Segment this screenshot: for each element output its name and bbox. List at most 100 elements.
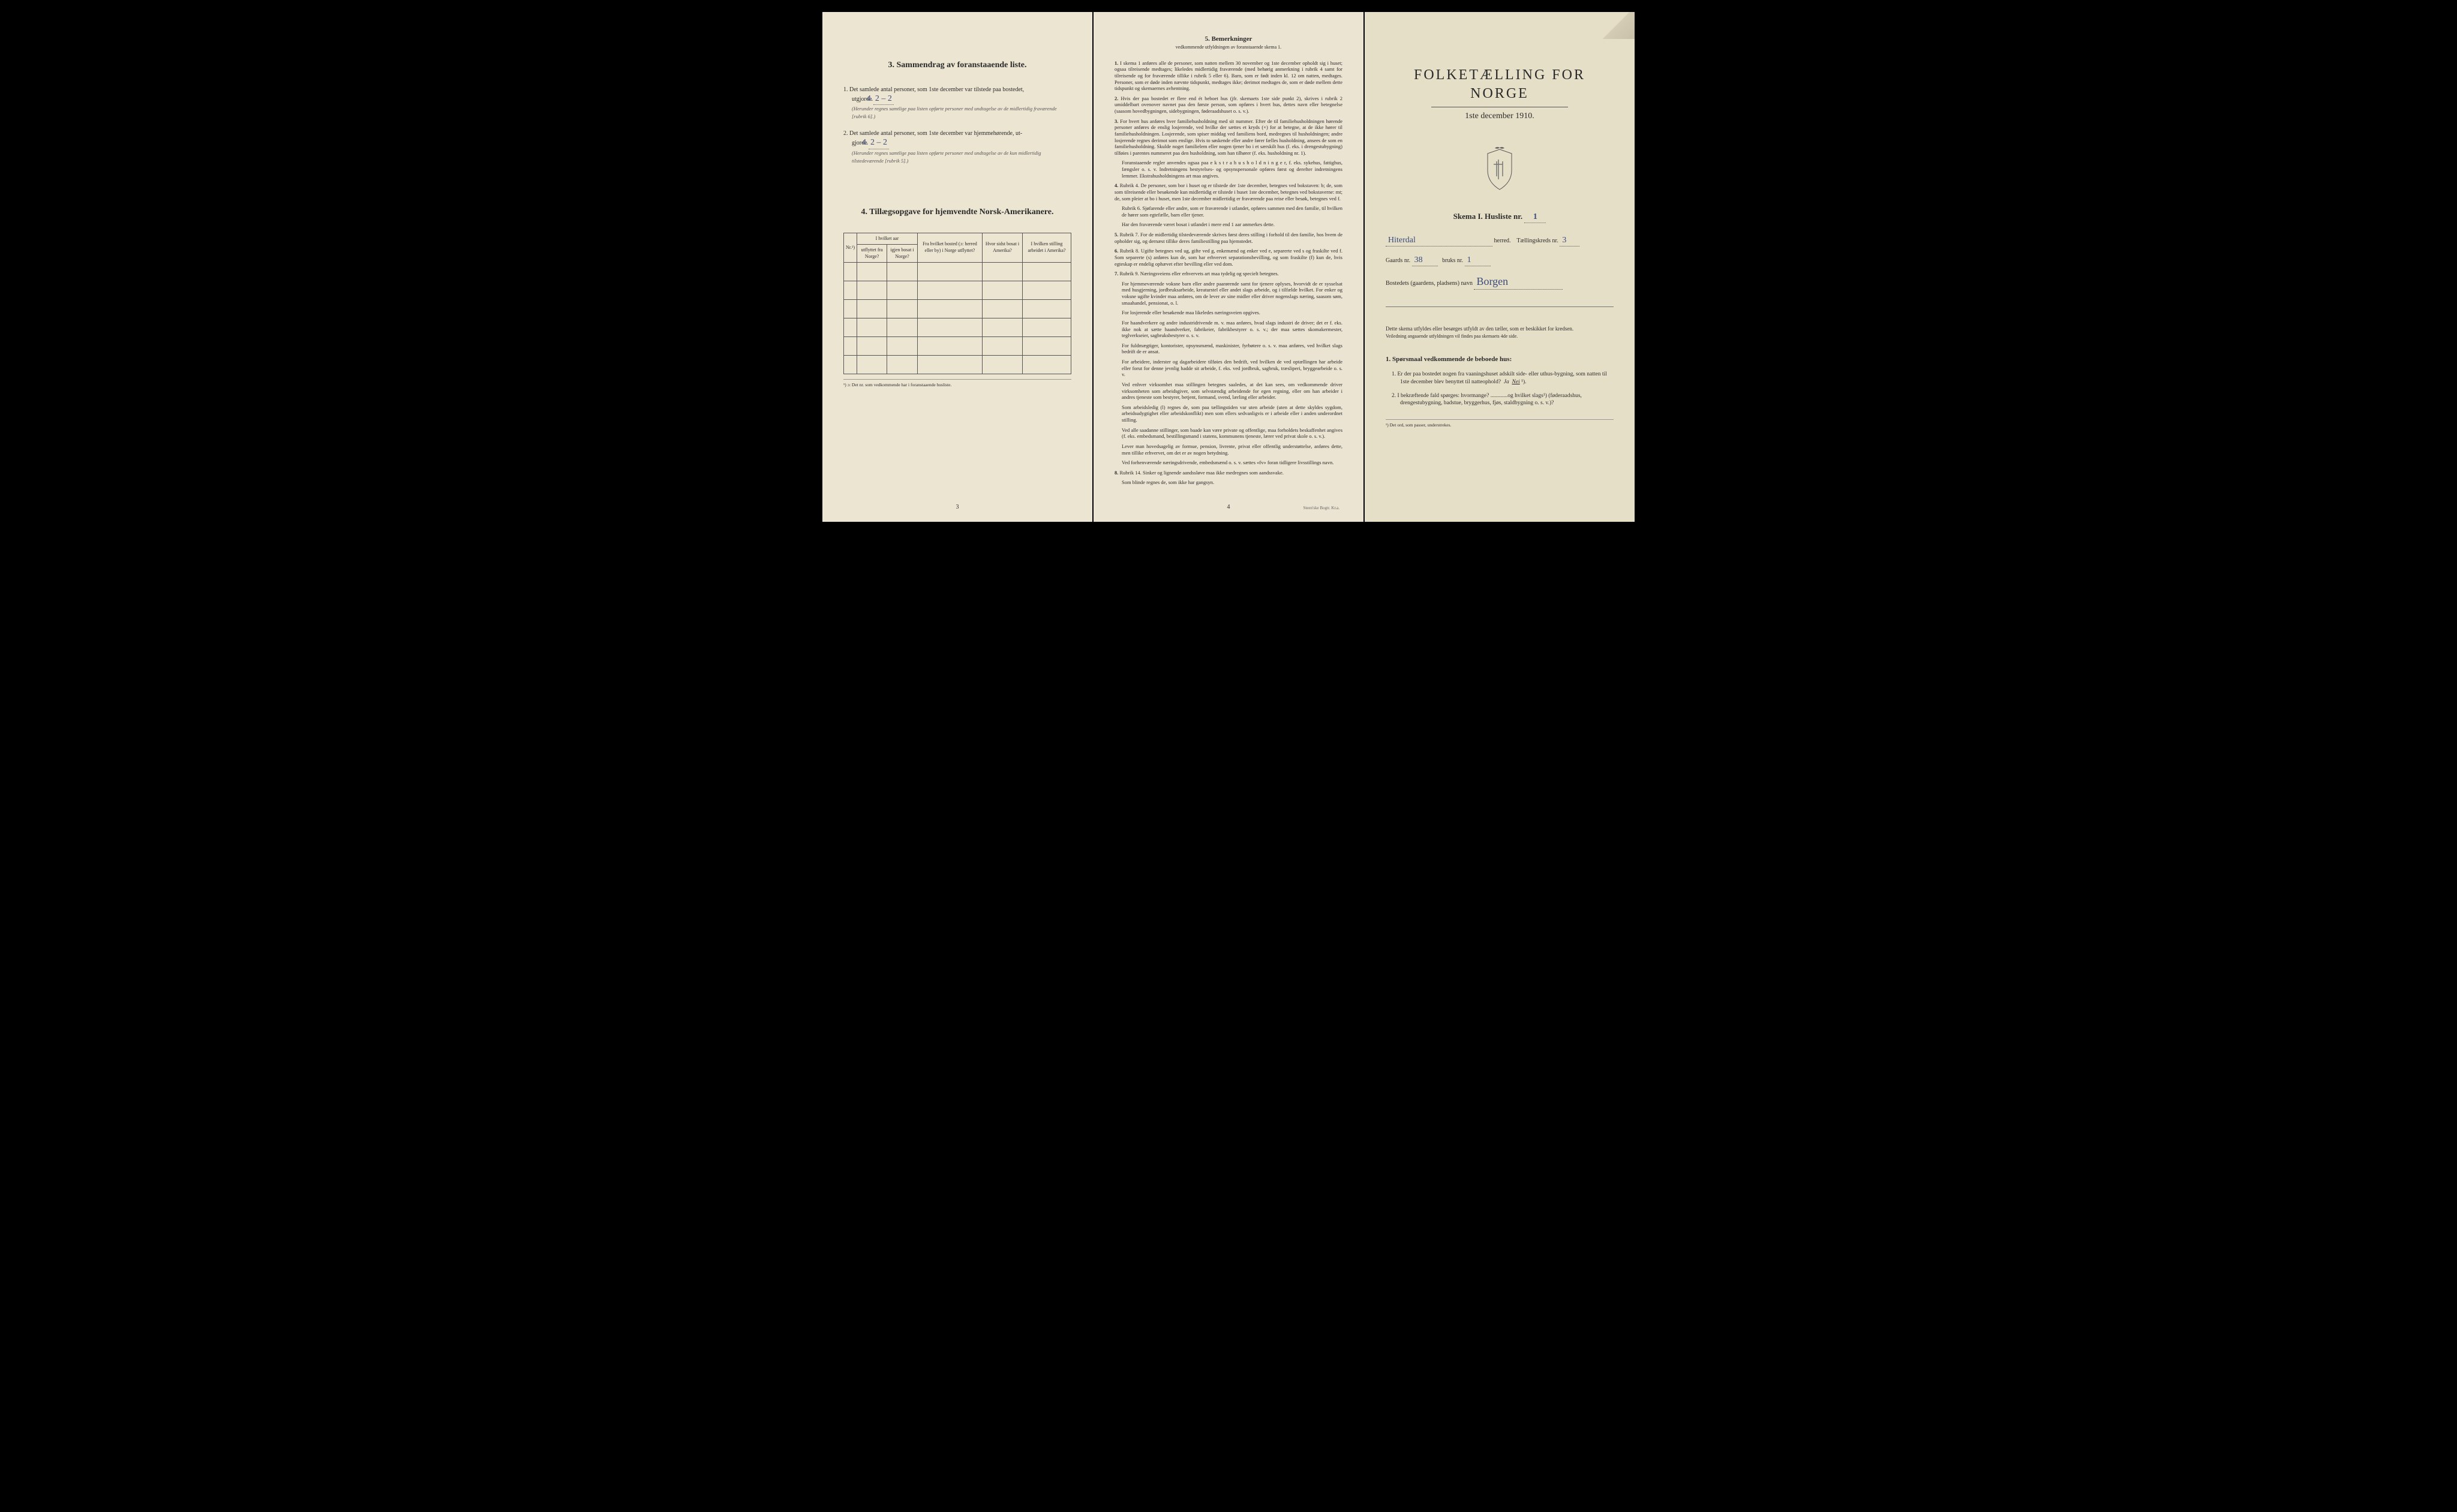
table-row	[844, 355, 1071, 374]
remark-text: Rubrik 4. De personer, som bor i huset o…	[1115, 182, 1342, 201]
col-stilling: I hvilken stilling arbeidet i Amerika?	[1023, 233, 1071, 262]
remark-number: 3.	[1115, 118, 1120, 124]
coat-of-arms	[1386, 146, 1614, 194]
col-hvor: Hvor sidst bosat i Amerika?	[983, 233, 1023, 262]
questions-header: 1. Spørsmaal vedkommende de beboede hus:	[1386, 355, 1614, 363]
remark-text: I skema 1 anføres alle de personer, som …	[1115, 60, 1342, 92]
remark-number: 7.	[1115, 270, 1120, 276]
remark-text: Har den fraværende været bosat i utlande…	[1122, 221, 1275, 227]
question-2: 2. I bekræftende fald spørges: hvormange…	[1386, 392, 1614, 408]
remark-text: Lever man hovedsagelig av formue, pensio…	[1122, 443, 1342, 456]
remark-text: For fuldmægtiger, kontorister, opsynsmæn…	[1122, 342, 1342, 355]
remark-text: Foranstaaende regler anvendes ogsaa paa …	[1122, 160, 1342, 178]
table-row	[844, 299, 1071, 318]
remark-number: 2.	[1115, 95, 1121, 101]
remark-item: For losjerende eller besøkende maa likel…	[1115, 309, 1342, 316]
remark-number: 8.	[1115, 470, 1120, 476]
page-number-3: 3	[956, 503, 959, 511]
col-nr: Nr.¹)	[844, 233, 857, 262]
skema-label: Skema I. Husliste nr.	[1453, 212, 1522, 221]
remark-text: Ved enhver virksomhet maa stillingen bet…	[1122, 381, 1342, 400]
table-row	[844, 262, 1071, 281]
item1-note: (Herunder regnes samtlige paa listen opf…	[852, 106, 1057, 119]
remark-item: 8. Rubrik 14. Sinker og lignende aandssl…	[1115, 470, 1342, 476]
remark-item: Ved forhenværende næringsdrivende, embed…	[1115, 459, 1342, 466]
printer-credit: Steen'ske Bogtr. Kr.a.	[1303, 506, 1339, 511]
remark-item: Som blinde regnes de, som ikke har gangs…	[1115, 479, 1342, 486]
remark-item: 4. Rubrik 4. De personer, som bor i huse…	[1115, 182, 1342, 202]
remark-item: Som arbeidsledig (l) regnes de, som paa …	[1115, 404, 1342, 423]
item1-text: 1. Det samlede antal personer, som 1ste …	[843, 86, 1024, 93]
remark-item: For fuldmægtiger, kontorister, opsynsmæn…	[1115, 342, 1342, 355]
remark-text: Som blinde regnes de, som ikke har gangs…	[1122, 479, 1214, 485]
remark-item: 2. Hvis der paa bostedet er flere end ét…	[1115, 95, 1342, 115]
page-3: 3. Sammendrag av foranstaaende liste. 1.…	[822, 12, 1092, 522]
item2-value: 4. 2 – 2	[869, 137, 889, 149]
remark-text: Rubrik 8. Ugifte betegnes ved ug, gifte …	[1115, 248, 1342, 266]
schema-line: Skema I. Husliste nr. 1	[1386, 212, 1614, 223]
remark-number: 1.	[1115, 60, 1120, 66]
crest-icon	[1482, 146, 1518, 191]
page-1-cover: FOLKETÆLLING FOR NORGE 1ste december 191…	[1365, 12, 1635, 522]
remark-text: For losjerende eller besøkende maa likel…	[1122, 309, 1260, 315]
question-1: 1. Er der paa bostedet nogen fra vaaning…	[1386, 371, 1614, 386]
remark-number: 6.	[1115, 248, 1120, 254]
remark-text: Rubrik 7. For de midlertidig tilstedevær…	[1115, 232, 1342, 244]
emigrant-tbody	[844, 262, 1071, 374]
gaards-line: Gaards nr. 38 bruks nr. 1	[1386, 255, 1614, 266]
document-spread: 3. Sammendrag av foranstaaende liste. 1.…	[822, 12, 1635, 522]
remark-text: Som arbeidsledig (l) regnes de, som paa …	[1122, 404, 1342, 423]
note2: Veiledning angaaende utfyldningen vil fi…	[1386, 333, 1518, 339]
bruks-nr: 1	[1465, 255, 1491, 266]
bosted-label: Bostedets (gaardens, pladsens) navn	[1386, 280, 1473, 287]
item2-note: (Herunder regnes samtlige paa listen opf…	[852, 150, 1041, 164]
bosted-value: Borgen	[1474, 275, 1563, 289]
kreds-label: Tællingskreds nr.	[1516, 238, 1558, 244]
divider	[1386, 306, 1614, 307]
section-3-title: 3. Sammendrag av foranstaaende liste.	[843, 60, 1071, 71]
cover-footnote: ¹) Det ord, som passer, understrekes.	[1386, 419, 1614, 428]
remark-item: Har den fraværende været bosat i utlande…	[1115, 221, 1342, 228]
census-title: FOLKETÆLLING FOR NORGE	[1386, 66, 1614, 103]
remark-item: For haandverkere og andre industridriven…	[1115, 320, 1342, 339]
remark-text: Rubrik 6. Sjøfarende eller andre, som er…	[1122, 205, 1342, 218]
col-utflyttet: utflyttet fra Norge?	[857, 245, 887, 263]
census-date: 1ste december 1910.	[1386, 111, 1614, 122]
item2-text: 2. Det samlede antal personer, som 1ste …	[843, 130, 1022, 137]
husliste-nr: 1	[1524, 212, 1546, 223]
summary-item-2: 2. Det samlede antal personer, som 1ste …	[843, 130, 1071, 164]
q1-text: 1. Er der paa bostedet nogen fra vaaning…	[1392, 371, 1607, 385]
col-fra: Fra hvilket bosted (ɔ: herred eller by) …	[917, 233, 982, 262]
remarks-title: 5. Bemerkninger	[1115, 35, 1342, 43]
remark-item: Ved alle saadanne stillinger, som baade …	[1115, 427, 1342, 440]
remark-text: Rubrik 9. Næringsveiens eller erhvervets…	[1120, 270, 1279, 276]
remark-number: 5.	[1115, 232, 1120, 238]
instruction-note: Dette skema utfyldes eller besørges utfy…	[1386, 325, 1614, 340]
table-row	[844, 336, 1071, 355]
remark-text: Ved alle saadanne stillinger, som baade …	[1122, 427, 1342, 440]
remark-item: 3. For hvert hus anføres hver familiehus…	[1115, 118, 1342, 157]
remark-text: Hvis der paa bostedet er flere end ét be…	[1115, 95, 1342, 114]
corner-fold	[1599, 12, 1635, 39]
remark-item: Rubrik 6. Sjøfarende eller andre, som er…	[1115, 205, 1342, 218]
remarks-list: 1. I skema 1 anføres alle de personer, s…	[1115, 60, 1342, 486]
remark-number: 4.	[1115, 182, 1120, 188]
herred-value: Hiterdal	[1386, 235, 1492, 247]
remark-text: For haandverkere og andre industridriven…	[1122, 320, 1342, 338]
gaards-nr: 38	[1412, 255, 1438, 266]
remark-text: Rubrik 14. Sinker og lignende aandssløve…	[1120, 470, 1284, 476]
remark-item: 7. Rubrik 9. Næringsveiens eller erhverv…	[1115, 270, 1342, 277]
remark-item: 5. Rubrik 7. For de midlertidig tilstede…	[1115, 232, 1342, 244]
herred-line: Hiterdal herred. Tællingskreds nr. 3	[1386, 235, 1614, 247]
remarks-subtitle: vedkommende utfyldningen av foranstaaend…	[1115, 44, 1342, 50]
bruks-label: bruks nr.	[1442, 257, 1463, 264]
table-row	[844, 281, 1071, 299]
q1-nei: Nei	[1512, 379, 1520, 385]
q2-text: 2. I bekræftende fald spørges: hvormange…	[1392, 393, 1582, 407]
page-number-4: 4	[1227, 503, 1230, 511]
remark-item: Lever man hovedsagelig av formue, pensio…	[1115, 443, 1342, 456]
remark-item: For arbeidere, inderster og dagarbeidere…	[1115, 359, 1342, 378]
bosted-line: Bostedets (gaardens, pladsens) navn Borg…	[1386, 275, 1614, 289]
remark-item: For hjemmeværende voksne barn eller andr…	[1115, 281, 1342, 306]
q1-ja: Ja	[1504, 379, 1509, 385]
